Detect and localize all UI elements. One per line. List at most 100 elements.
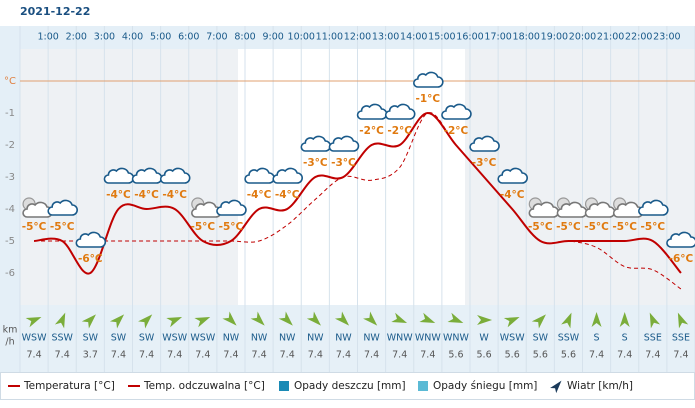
y-tick-label: -3	[5, 172, 15, 183]
wind-arrow	[619, 312, 630, 327]
cloud-icon	[272, 167, 303, 184]
wind-direction: WNW	[387, 333, 413, 344]
legend-label: Opady śniegu [mm]	[433, 380, 537, 392]
legend-box	[0, 372, 695, 400]
value-label: -5°C	[528, 221, 553, 233]
wind-direction: SW	[111, 333, 127, 344]
wind-arrow	[477, 315, 493, 325]
wind-speed: 7.4	[195, 350, 210, 361]
temperature-line	[33, 111, 682, 275]
wind-direction: WSW	[22, 333, 47, 344]
wind-speed: 7.4	[167, 350, 182, 361]
hour-label: 22:00	[625, 32, 652, 43]
value-label: -5°C	[219, 221, 244, 233]
wind-direction: WSW	[162, 333, 187, 344]
wind-arrow	[503, 316, 520, 328]
cloud-icon	[384, 103, 416, 120]
wind-speed: 7.4	[280, 350, 295, 361]
wind-arrow	[109, 314, 125, 329]
hour-label: 2:00	[66, 32, 87, 43]
hour-label: 10:00	[288, 32, 315, 43]
wind-arrow	[222, 311, 237, 326]
wind-direction: NW	[363, 333, 380, 344]
axis-band	[0, 26, 20, 372]
wind-speed: 7.4	[420, 350, 435, 361]
value-label: -5°C	[50, 221, 75, 233]
y-tick-label: -6	[5, 268, 15, 279]
wind-speed: 5.6	[448, 350, 463, 361]
wind-arrow	[250, 311, 265, 326]
value-label: -4°C	[162, 189, 187, 201]
value-label: -5°C	[641, 221, 666, 233]
wind-speed: 7.4	[308, 350, 323, 361]
wind-direction: S	[622, 333, 628, 344]
legend-label: Wiatr [km/h]	[567, 380, 633, 392]
hour-label: 4:00	[122, 32, 143, 43]
wind-arrow	[54, 312, 66, 329]
cloud-icon	[666, 231, 695, 248]
cloud-icon	[75, 231, 107, 248]
wind-arrow	[447, 312, 464, 324]
wind-direction: SW	[533, 333, 549, 344]
hour-label: 13:00	[372, 32, 399, 43]
cloud-icon	[497, 167, 528, 184]
wind-arrow	[25, 316, 42, 328]
wind-arrow	[306, 311, 321, 326]
wind-speed: 7.4	[139, 350, 154, 361]
hour-label: 14:00	[400, 32, 427, 43]
value-label: -2°C	[359, 125, 384, 137]
y-tick-label: -4	[5, 204, 15, 215]
value-label: -3°C	[331, 157, 356, 169]
wind-speed: 7.4	[673, 350, 688, 361]
hour-label: 11:00	[316, 32, 343, 43]
wind-arrow	[194, 316, 211, 328]
cloud-icon	[413, 71, 444, 88]
hour-label: 5:00	[150, 32, 171, 43]
wind-speed: 7.4	[364, 350, 379, 361]
value-label: -2°C	[387, 125, 412, 137]
cloud-icon	[47, 199, 78, 216]
wind-direction: NW	[279, 333, 296, 344]
hour-label: 3:00	[94, 32, 115, 43]
cloud-icon	[469, 135, 500, 152]
wind-speed: 5.6	[505, 350, 520, 361]
wind-arrow	[138, 314, 153, 329]
value-label: -5°C	[22, 221, 47, 233]
hour-label: 9:00	[262, 32, 283, 43]
hour-label: 19:00	[541, 32, 568, 43]
hours-band	[0, 26, 695, 49]
cloud-icon	[441, 103, 472, 120]
hour-label: 20:00	[569, 32, 596, 43]
cloud-icon	[216, 199, 247, 216]
legend-label: Opady deszczu [mm]	[294, 380, 406, 392]
legend-swatch	[279, 381, 289, 391]
wind-direction: SW	[83, 333, 99, 344]
value-label: -2°C	[444, 125, 469, 137]
wind-direction: NW	[335, 333, 352, 344]
wind-speed: 7.4	[27, 350, 42, 361]
wind-arrow	[334, 311, 350, 326]
wind-direction: WSW	[500, 333, 525, 344]
hour-label: 23:00	[653, 32, 680, 43]
hour-label: 18:00	[513, 32, 540, 43]
cloud-icon	[638, 199, 669, 216]
value-label: -5°C	[612, 221, 637, 233]
value-label: -4°C	[134, 189, 159, 201]
value-label: -5°C	[191, 221, 216, 233]
hour-label: 6:00	[178, 32, 199, 43]
y-tick-label: °C	[4, 76, 16, 87]
date: 2021-12-22	[20, 5, 90, 18]
y-tick-label: -5	[5, 236, 15, 247]
wind-direction: WNW	[415, 333, 441, 344]
wind-arrow	[419, 312, 436, 324]
wind-arrow	[591, 312, 602, 327]
wind-speed: 7.4	[336, 350, 351, 361]
value-label: -5°C	[584, 221, 609, 233]
hour-label: 1:00	[37, 32, 58, 43]
wind-speed: 3.7	[83, 350, 98, 361]
hour-label: 17:00	[484, 32, 511, 43]
wind-direction: NW	[307, 333, 324, 344]
cloud-icon	[328, 135, 360, 152]
wind-arrow	[531, 314, 546, 329]
